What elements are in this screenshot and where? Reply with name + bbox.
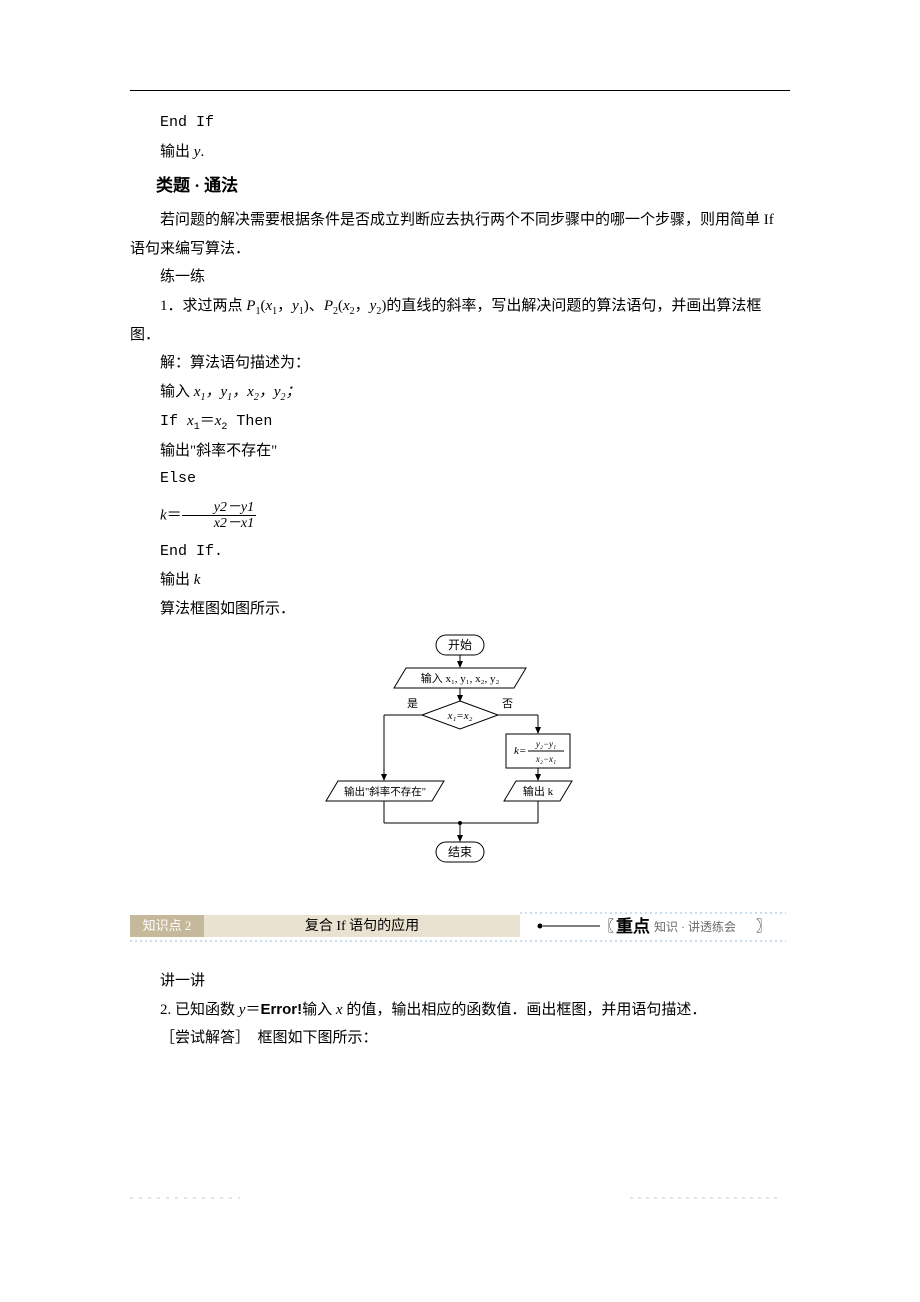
practice-label: 练一练 [130, 263, 790, 292]
q1-mid1: 、 [309, 298, 324, 314]
footer-artifacts [130, 1193, 790, 1203]
question-1: 1．求过两点 P1(x1，y1)、P2(x2，y2)的直线的斜率，写出解决问题的… [130, 292, 790, 350]
top-rule [130, 90, 790, 91]
q1-pre: 1．求过两点 [160, 298, 246, 314]
topic-bar: 知识点 2 复合 If 语句的应用 〖 重点 知识 · 讲透练会 〗 [130, 907, 790, 958]
topic-right-rest: 知识 · 讲透练会 [654, 919, 736, 934]
fc-end-text: 结束 [448, 845, 472, 859]
q1-c2: ， [355, 298, 370, 314]
sol-line-input: 输入 x1，y1，x2，y2； [130, 378, 790, 407]
topic-right-open: 〖 [600, 919, 614, 935]
fc-calc-num: y₂−y₁ [535, 739, 556, 749]
fc-decision-text: x₁=x₂ [447, 710, 473, 722]
topic-center-label: 复合 If 语句的应用 [305, 917, 419, 934]
sol-k-den: x2－x1 [182, 516, 256, 531]
sol-if-xl: x [187, 413, 194, 429]
try-answer-label: ［尝试解答］ 框图如下图所示： [130, 1024, 790, 1053]
flowchart: 开始 输入 x₁, y₁, x₂, y₂ x₁=x₂ 是 否 k= y₂−y₁ [130, 633, 790, 889]
q1-P2: P [324, 298, 333, 314]
fc-no-label: 否 [502, 698, 513, 710]
topic-right-bold: 重点 [616, 916, 650, 936]
sol-line-out-k: 输出 k [130, 566, 790, 595]
fc-out-k-text: 输出 k [523, 784, 554, 798]
fc-calc-den: x₂−x₁ [535, 754, 556, 764]
sol-line-chart-ref: 算法框图如图所示． [130, 595, 790, 624]
period: . [200, 144, 204, 160]
q2-x: x [336, 1002, 343, 1018]
section-heading-method: 类题 · 通法 [156, 170, 790, 202]
sol-out-k-var: k [194, 572, 201, 588]
output-label: 输出 [160, 144, 194, 160]
sol-if-eq: ＝ [200, 413, 215, 430]
sol-line-if: If x1＝x2 Then [130, 407, 790, 437]
paragraph-method: 若问题的解决需要根据条件是否成立判断应去执行两个不同步骤中的哪一个步骤，则用简单… [130, 206, 790, 263]
q1-c1: ， [277, 298, 292, 314]
sol-line-else: Else [130, 465, 790, 494]
q2-post: 的值，输出相应的函数值．画出框图，并用语句描述． [343, 1002, 707, 1018]
q1-y1: y [292, 298, 299, 314]
code-line-output-y: 输出 y. [130, 138, 790, 167]
question-2: 2. 已知函数 y＝Error!输入 x 的值，输出相应的函数值．画出框图，并用… [130, 996, 790, 1025]
sol-line-out-noexist: 输出"斜率不存在" [130, 437, 790, 466]
sol-line-endif2: End If. [130, 538, 790, 567]
topic-left-label: 知识点 2 [143, 918, 192, 933]
sol-input-vars: x1，y1，x2，y2； [194, 384, 301, 400]
fc-input-text: 输入 x₁, y₁, x₂, y₂ [421, 671, 500, 685]
q1-x2: x [343, 298, 350, 314]
sol-k-eq: ＝ [167, 507, 182, 523]
sol-input-pre: 输入 [160, 384, 194, 400]
sol-k-frac: y2－y1x2－x1 [182, 500, 256, 532]
sol-out-k-pre: 输出 [160, 572, 194, 588]
sol-k-num: y2－y1 [182, 500, 256, 516]
sol-line-k: k＝y2－y1x2－x1 [130, 500, 790, 532]
fc-start-text: 开始 [448, 638, 472, 652]
sol-if-kw: If [160, 413, 187, 430]
q2-error: Error! [260, 1001, 302, 1018]
sol-k-var: k [160, 507, 167, 523]
lecture-label: 讲一讲 [130, 967, 790, 996]
q2-eq: ＝ [245, 1002, 260, 1018]
sol-then-kw: Then [227, 413, 272, 430]
topic-bar-svg: 知识点 2 复合 If 语句的应用 〖 重点 知识 · 讲透练会 〗 [130, 907, 790, 947]
solution-label: 解：算法语句描述为： [130, 349, 790, 378]
topic-right-close: 〗 [756, 919, 770, 935]
q2-pre: 2. 已知函数 [160, 1002, 239, 1018]
flowchart-svg: 开始 输入 x₁, y₁, x₂, y₂ x₁=x₂ 是 否 k= y₂−y₁ [320, 633, 600, 878]
fc-calc-k: k= [514, 745, 526, 757]
fc-out-noexist-text: 输出"斜率不存在" [344, 785, 426, 798]
fc-yes-label: 是 [407, 697, 418, 710]
q2-mid: 输入 [302, 1002, 336, 1018]
code-line-endif: End If [130, 109, 790, 138]
